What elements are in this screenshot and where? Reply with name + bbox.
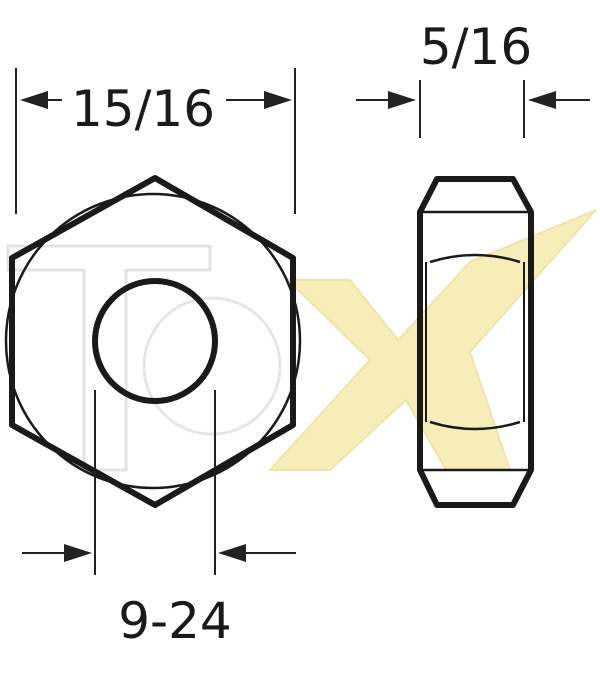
arrow-right-icon bbox=[64, 544, 92, 562]
watermark-x bbox=[267, 209, 597, 471]
dimension-thread: 9-24 bbox=[22, 390, 296, 650]
dim-label-thickness: 5/16 bbox=[420, 18, 532, 76]
chamfer-circle bbox=[4, 192, 302, 490]
thread-hole bbox=[92, 278, 218, 404]
side-outline bbox=[417, 176, 534, 508]
dimension-thickness: 5/16 bbox=[356, 18, 590, 138]
hex-nut-side-view bbox=[417, 176, 534, 508]
hex-nut-front-view bbox=[4, 175, 302, 508]
arrow-left-icon bbox=[218, 544, 246, 562]
arrow-right-icon bbox=[388, 91, 416, 109]
hex-outline bbox=[9, 175, 296, 508]
dim-label-thread: 9-24 bbox=[118, 592, 231, 650]
dimension-across-flats: 15/16 bbox=[15, 68, 296, 214]
arrow-left-icon bbox=[20, 91, 48, 109]
dim-label-across-flats: 15/16 bbox=[71, 80, 215, 138]
arrow-right-icon bbox=[264, 91, 292, 109]
arrow-left-icon bbox=[528, 91, 556, 109]
